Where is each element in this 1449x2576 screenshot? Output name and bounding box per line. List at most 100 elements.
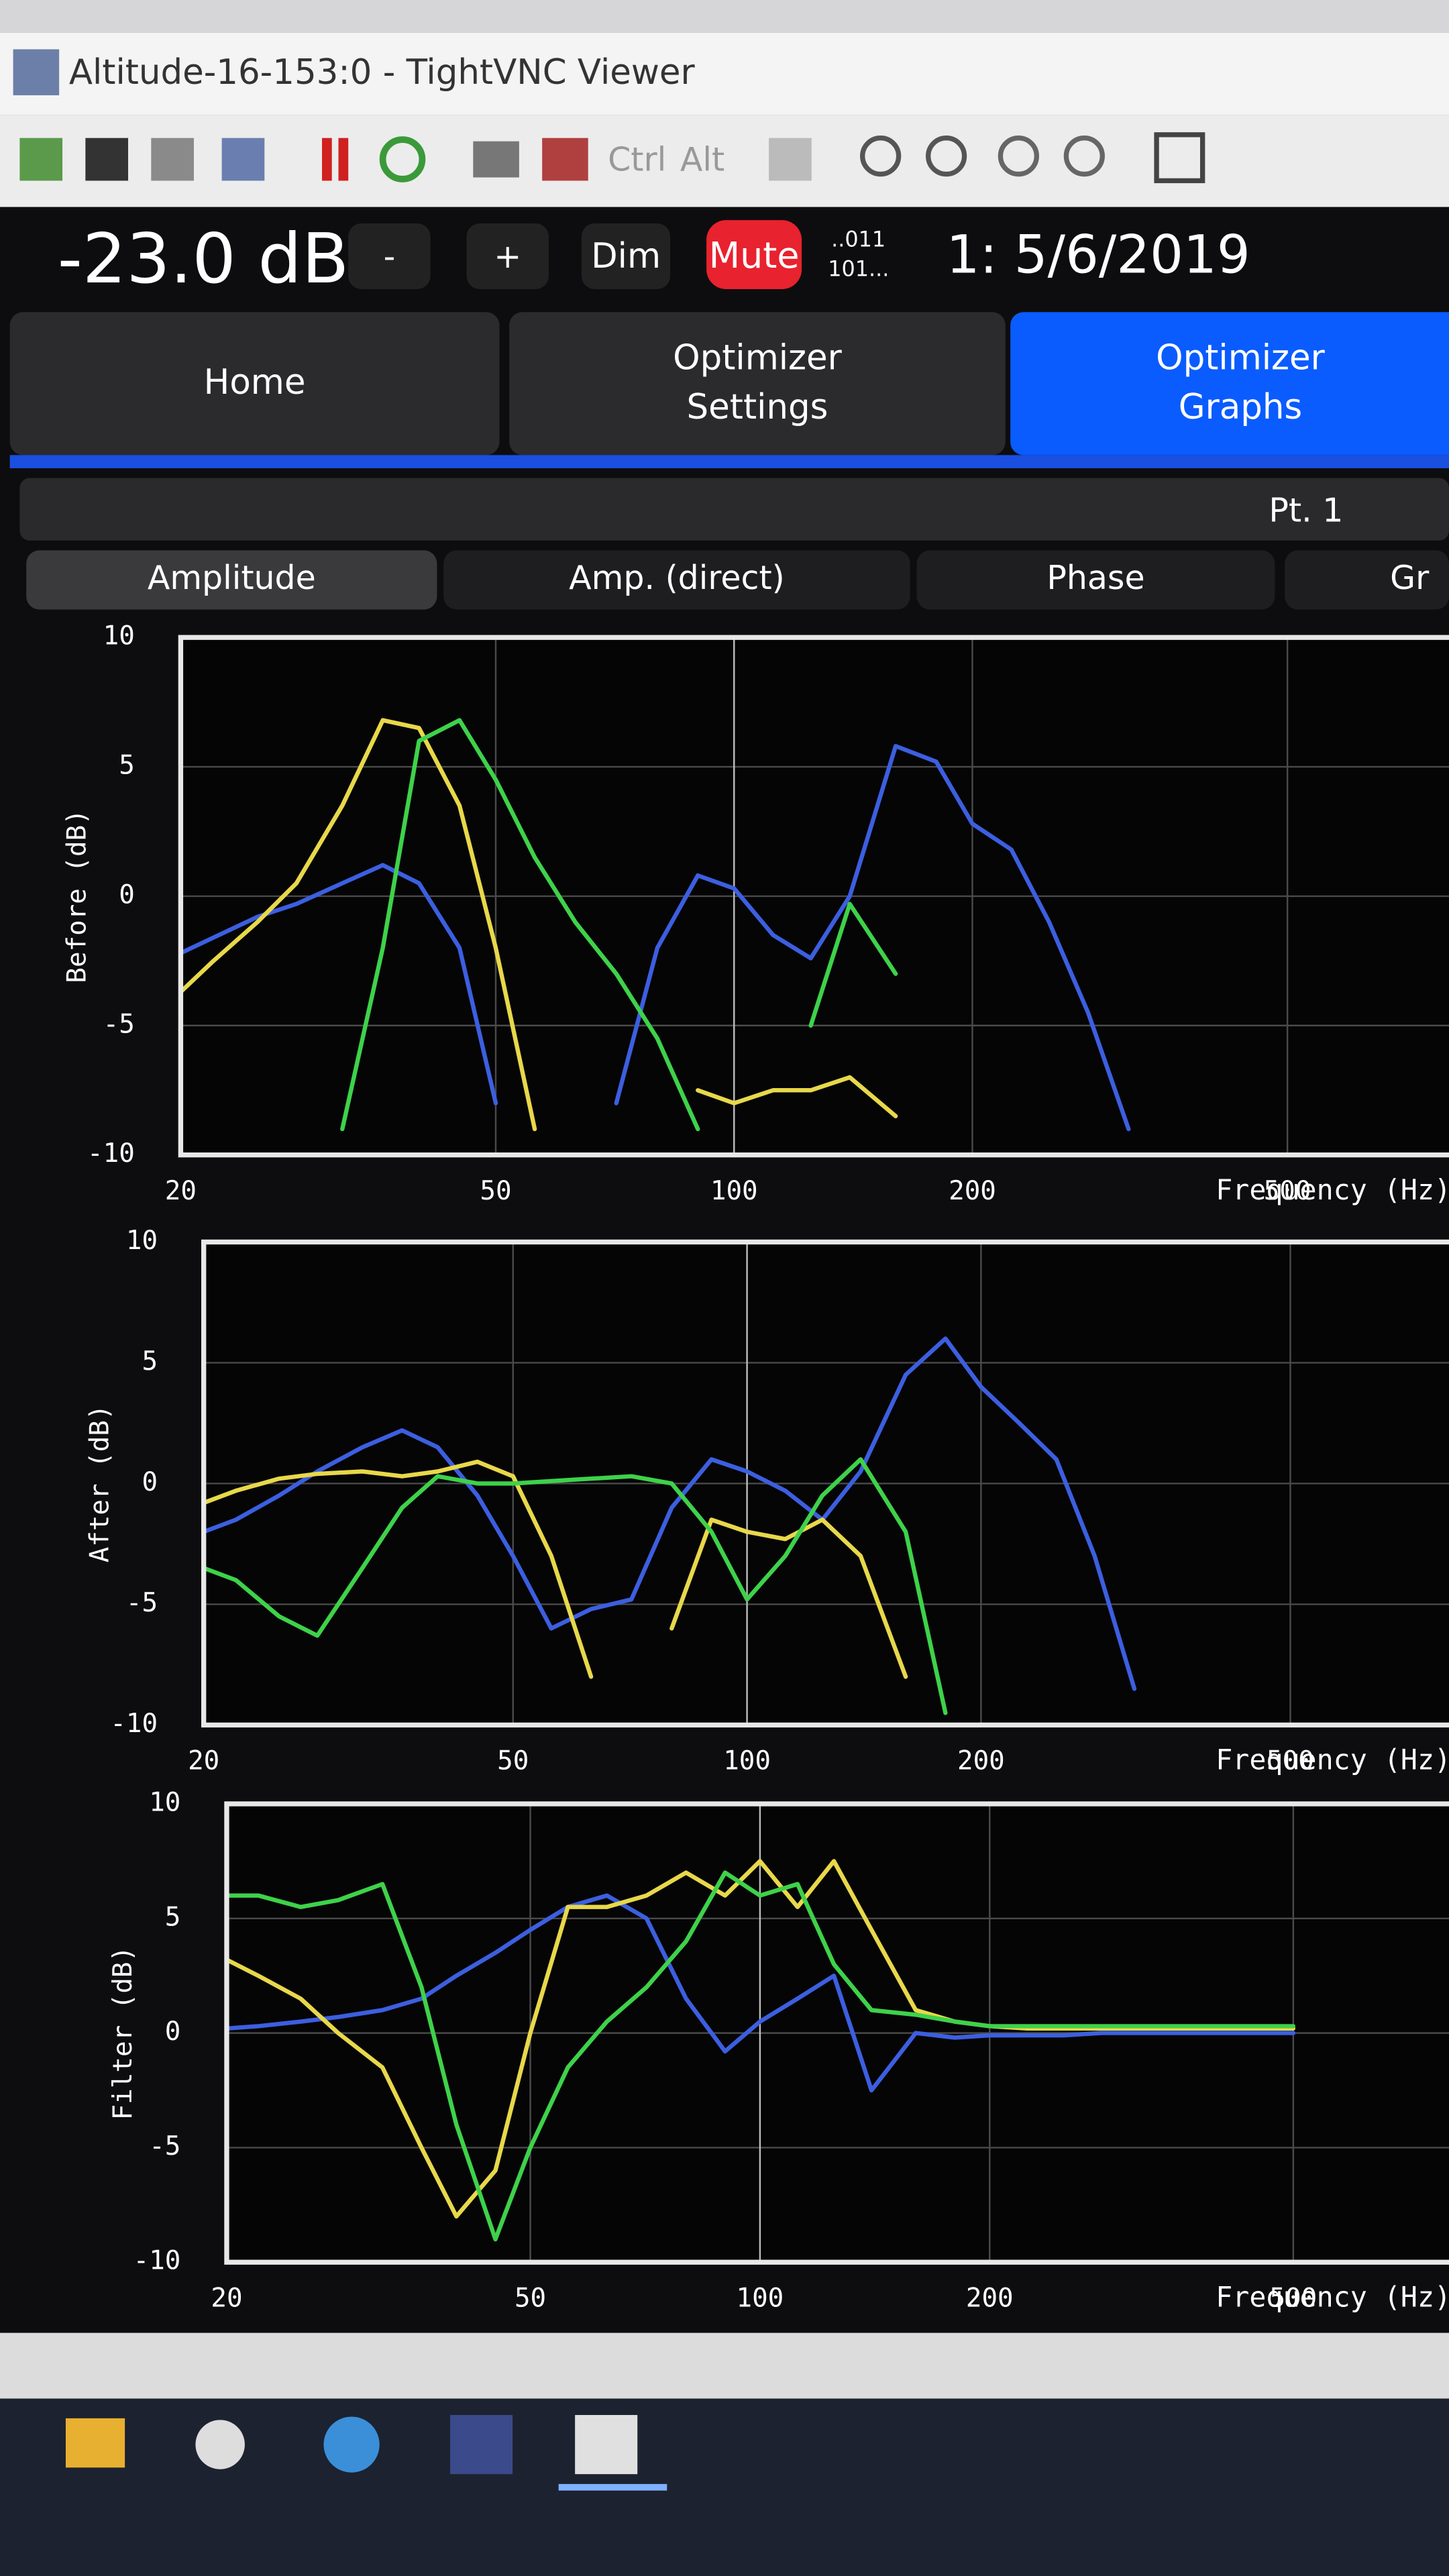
preset: 1: 5/6/2019: [947, 225, 1250, 286]
y-tick-label: -5: [103, 1009, 135, 1039]
subtab[interactable]: [1285, 550, 1449, 610]
point-bar: [19, 478, 1449, 541]
icon[interactable]: [338, 138, 349, 181]
x-tick-label: 50: [515, 2283, 546, 2313]
volume: -23.0 dB: [58, 219, 350, 299]
window-title: Altitude-16-153:0 - TightVNC Viewer: [69, 52, 696, 93]
x-axis-label: Frequency (Hz): [1216, 2280, 1449, 2313]
icon[interactable]: [85, 138, 129, 181]
plot-frame: [178, 635, 1449, 1158]
icon[interactable]: [322, 138, 332, 181]
x-axis-label: Frequency (Hz): [1216, 1173, 1449, 1206]
subtab-label[interactable]: Gr: [1390, 559, 1430, 597]
x-tick-label: 50: [497, 1746, 529, 1776]
y-tick-label: 5: [165, 1902, 181, 1932]
taskbar-icon[interactable]: [65, 2418, 125, 2468]
ctrl-button[interactable]: Ctrl: [608, 141, 666, 179]
series-line: [226, 1859, 1296, 2219]
icon[interactable]: [19, 138, 63, 181]
subtab[interactable]: [26, 550, 437, 610]
series-line: [226, 1893, 1296, 2093]
icon[interactable]: [1154, 132, 1205, 184]
icon[interactable]: [151, 138, 194, 181]
dim-button[interactable]: [581, 223, 671, 290]
icon[interactable]: [998, 136, 1039, 177]
y-tick-label: 10: [126, 1226, 158, 1256]
y-tick-label: 0: [142, 1467, 158, 1497]
series-line: [203, 1459, 908, 1679]
taskbar-icon[interactable]: [575, 2415, 638, 2475]
desktop-strip: [0, 2332, 1449, 2399]
y-tick-label: -5: [149, 2131, 180, 2161]
plus-button[interactable]: [466, 223, 549, 290]
alt-button[interactable]: Alt: [680, 141, 724, 179]
dim-label[interactable]: Dim: [591, 236, 661, 276]
x-tick-label: 100: [710, 1176, 758, 1206]
minus-button[interactable]: [348, 223, 431, 290]
mute-button[interactable]: [706, 220, 802, 290]
tab[interactable]: [9, 312, 500, 455]
icon[interactable]: [473, 141, 519, 178]
icon[interactable]: [1063, 136, 1105, 177]
toolbar-icons: [19, 132, 1205, 184]
subtab-label[interactable]: Phase: [1046, 559, 1144, 597]
y-tick-label: -10: [110, 1709, 158, 1739]
series-line: [203, 1457, 948, 1715]
y-tick-label: -5: [126, 1588, 158, 1618]
icon[interactable]: [926, 136, 967, 177]
y-axis-label: Before (dB): [62, 809, 92, 983]
app-icon: [13, 49, 60, 96]
taskbar-icon[interactable]: [323, 2416, 380, 2473]
taskbar-icon[interactable]: [450, 2415, 513, 2475]
y-axis-label: After (dB): [85, 1405, 115, 1563]
x-axis-label: Frequency (Hz): [1216, 1743, 1449, 1776]
series-line: [226, 1870, 1296, 2242]
x-tick-label: 100: [723, 1746, 771, 1776]
tab[interactable]: [1010, 312, 1449, 455]
y-tick-label: 5: [142, 1346, 158, 1377]
x-tick-label: 20: [211, 2283, 242, 2313]
x-tick-label: 50: [480, 1176, 511, 1206]
y-tick-label: 0: [119, 879, 135, 910]
taskbar-active: [558, 2483, 667, 2491]
icon[interactable]: [860, 136, 902, 177]
x-tick-label: 20: [188, 1746, 219, 1776]
x-tick-label: 200: [957, 1746, 1005, 1776]
y-tick-label: -10: [87, 1138, 135, 1169]
y-tick-label: -10: [133, 2246, 181, 2276]
icon[interactable]: [221, 138, 265, 181]
y-tick-label: 0: [165, 2017, 181, 2047]
subtab-label[interactable]: Amplitude: [148, 559, 316, 597]
bits-bottom: 101...: [828, 256, 889, 281]
tab-label[interactable]: Optimizer: [1156, 337, 1325, 378]
subtab[interactable]: [916, 550, 1275, 610]
x-tick-label: 500: [1269, 2283, 1317, 2313]
mute-label[interactable]: Mute: [709, 234, 800, 276]
tab-label[interactable]: Settings: [687, 387, 828, 427]
title-bar: [0, 32, 1449, 115]
x-tick-label: 200: [949, 1176, 996, 1206]
bits-top: ..011: [831, 226, 885, 252]
series-line: [340, 718, 898, 1132]
series-line: [180, 744, 1131, 1132]
subtab-label[interactable]: Amp. (direct): [569, 559, 785, 597]
tab-label[interactable]: Home: [204, 362, 306, 402]
icon[interactable]: [769, 138, 812, 181]
icon[interactable]: [379, 136, 426, 182]
subtab[interactable]: [443, 550, 910, 610]
plus-label[interactable]: +: [494, 237, 521, 276]
tab[interactable]: [509, 312, 1006, 455]
series-line: [180, 718, 898, 1132]
y-axis-label: Filter (dB): [108, 1946, 138, 2120]
tab-label[interactable]: Optimizer: [673, 337, 842, 378]
x-tick-label: 100: [737, 2283, 784, 2313]
plot-frame: [224, 1801, 1449, 2265]
minus-label[interactable]: -: [384, 237, 396, 276]
taskbar-icon[interactable]: [195, 2420, 245, 2469]
tab-label[interactable]: Graphs: [1179, 387, 1302, 427]
y-tick-label: 10: [149, 1787, 180, 1817]
x-tick-label: 200: [966, 2283, 1014, 2313]
icon[interactable]: [542, 138, 588, 181]
